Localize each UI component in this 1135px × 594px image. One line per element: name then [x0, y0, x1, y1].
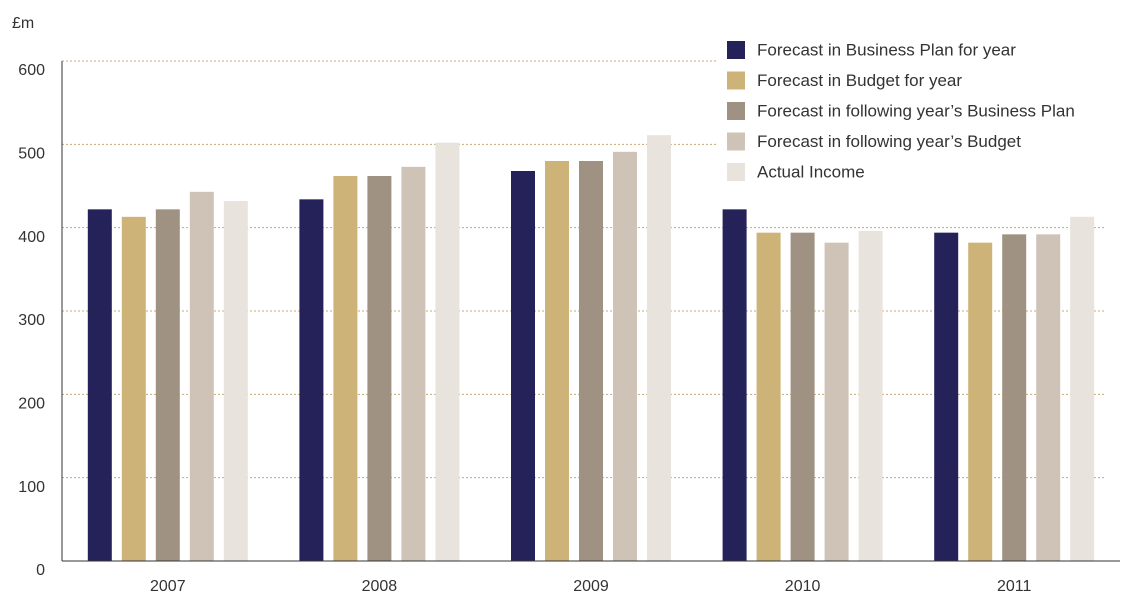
x-tick-label: 2009: [573, 578, 609, 594]
bar: [367, 176, 392, 561]
legend-swatch: [727, 132, 745, 151]
legend-label: Actual Income: [757, 162, 865, 181]
y-tick-label: 100: [18, 479, 45, 496]
y-tick-label: 200: [18, 396, 45, 413]
bar: [647, 135, 671, 561]
y-axis-label: £m: [12, 15, 34, 32]
bar: [790, 232, 815, 561]
legend-background: [718, 35, 1135, 190]
legend-label: Forecast in Budget for year: [757, 71, 962, 90]
bar: [401, 166, 426, 562]
bar: [1036, 234, 1061, 562]
bar: [155, 209, 180, 562]
bar: [189, 191, 214, 562]
legend-swatch: [727, 163, 745, 181]
bar: [333, 176, 358, 561]
x-tick-label: 2011: [997, 578, 1032, 594]
legend-swatch: [727, 102, 745, 120]
legend-label: Forecast in following year’s Budget: [757, 132, 1021, 151]
x-tick-label: 2007: [150, 578, 186, 594]
bar: [756, 232, 781, 561]
legend-label: Forecast in following year’s Business Pl…: [757, 101, 1075, 120]
x-tick-label: 2010: [785, 578, 821, 594]
bar: [545, 161, 569, 561]
bar: [1002, 234, 1027, 562]
bar: [435, 142, 460, 561]
bar: [511, 171, 535, 561]
bar: [299, 199, 324, 562]
legend-label: Forecast in Business Plan for year: [757, 40, 1016, 59]
bar: [968, 242, 993, 561]
legend-swatch: [727, 71, 745, 90]
x-tick-label: 2008: [362, 578, 398, 594]
bar: [121, 216, 146, 562]
y-tick-label: 600: [18, 62, 45, 79]
bar: [824, 242, 849, 561]
bar: [579, 161, 603, 561]
bar: [722, 209, 747, 562]
bar: [934, 232, 959, 561]
bar: [1070, 216, 1095, 562]
y-tick-label: 0: [36, 562, 45, 579]
y-tick-label: 400: [18, 229, 45, 246]
bar: [223, 201, 248, 561]
bar: [858, 231, 883, 561]
y-tick-label: 300: [18, 312, 45, 329]
bar: [87, 209, 112, 562]
legend-swatch: [727, 41, 745, 59]
bar: [613, 151, 637, 562]
y-tick-label: 500: [18, 146, 45, 163]
